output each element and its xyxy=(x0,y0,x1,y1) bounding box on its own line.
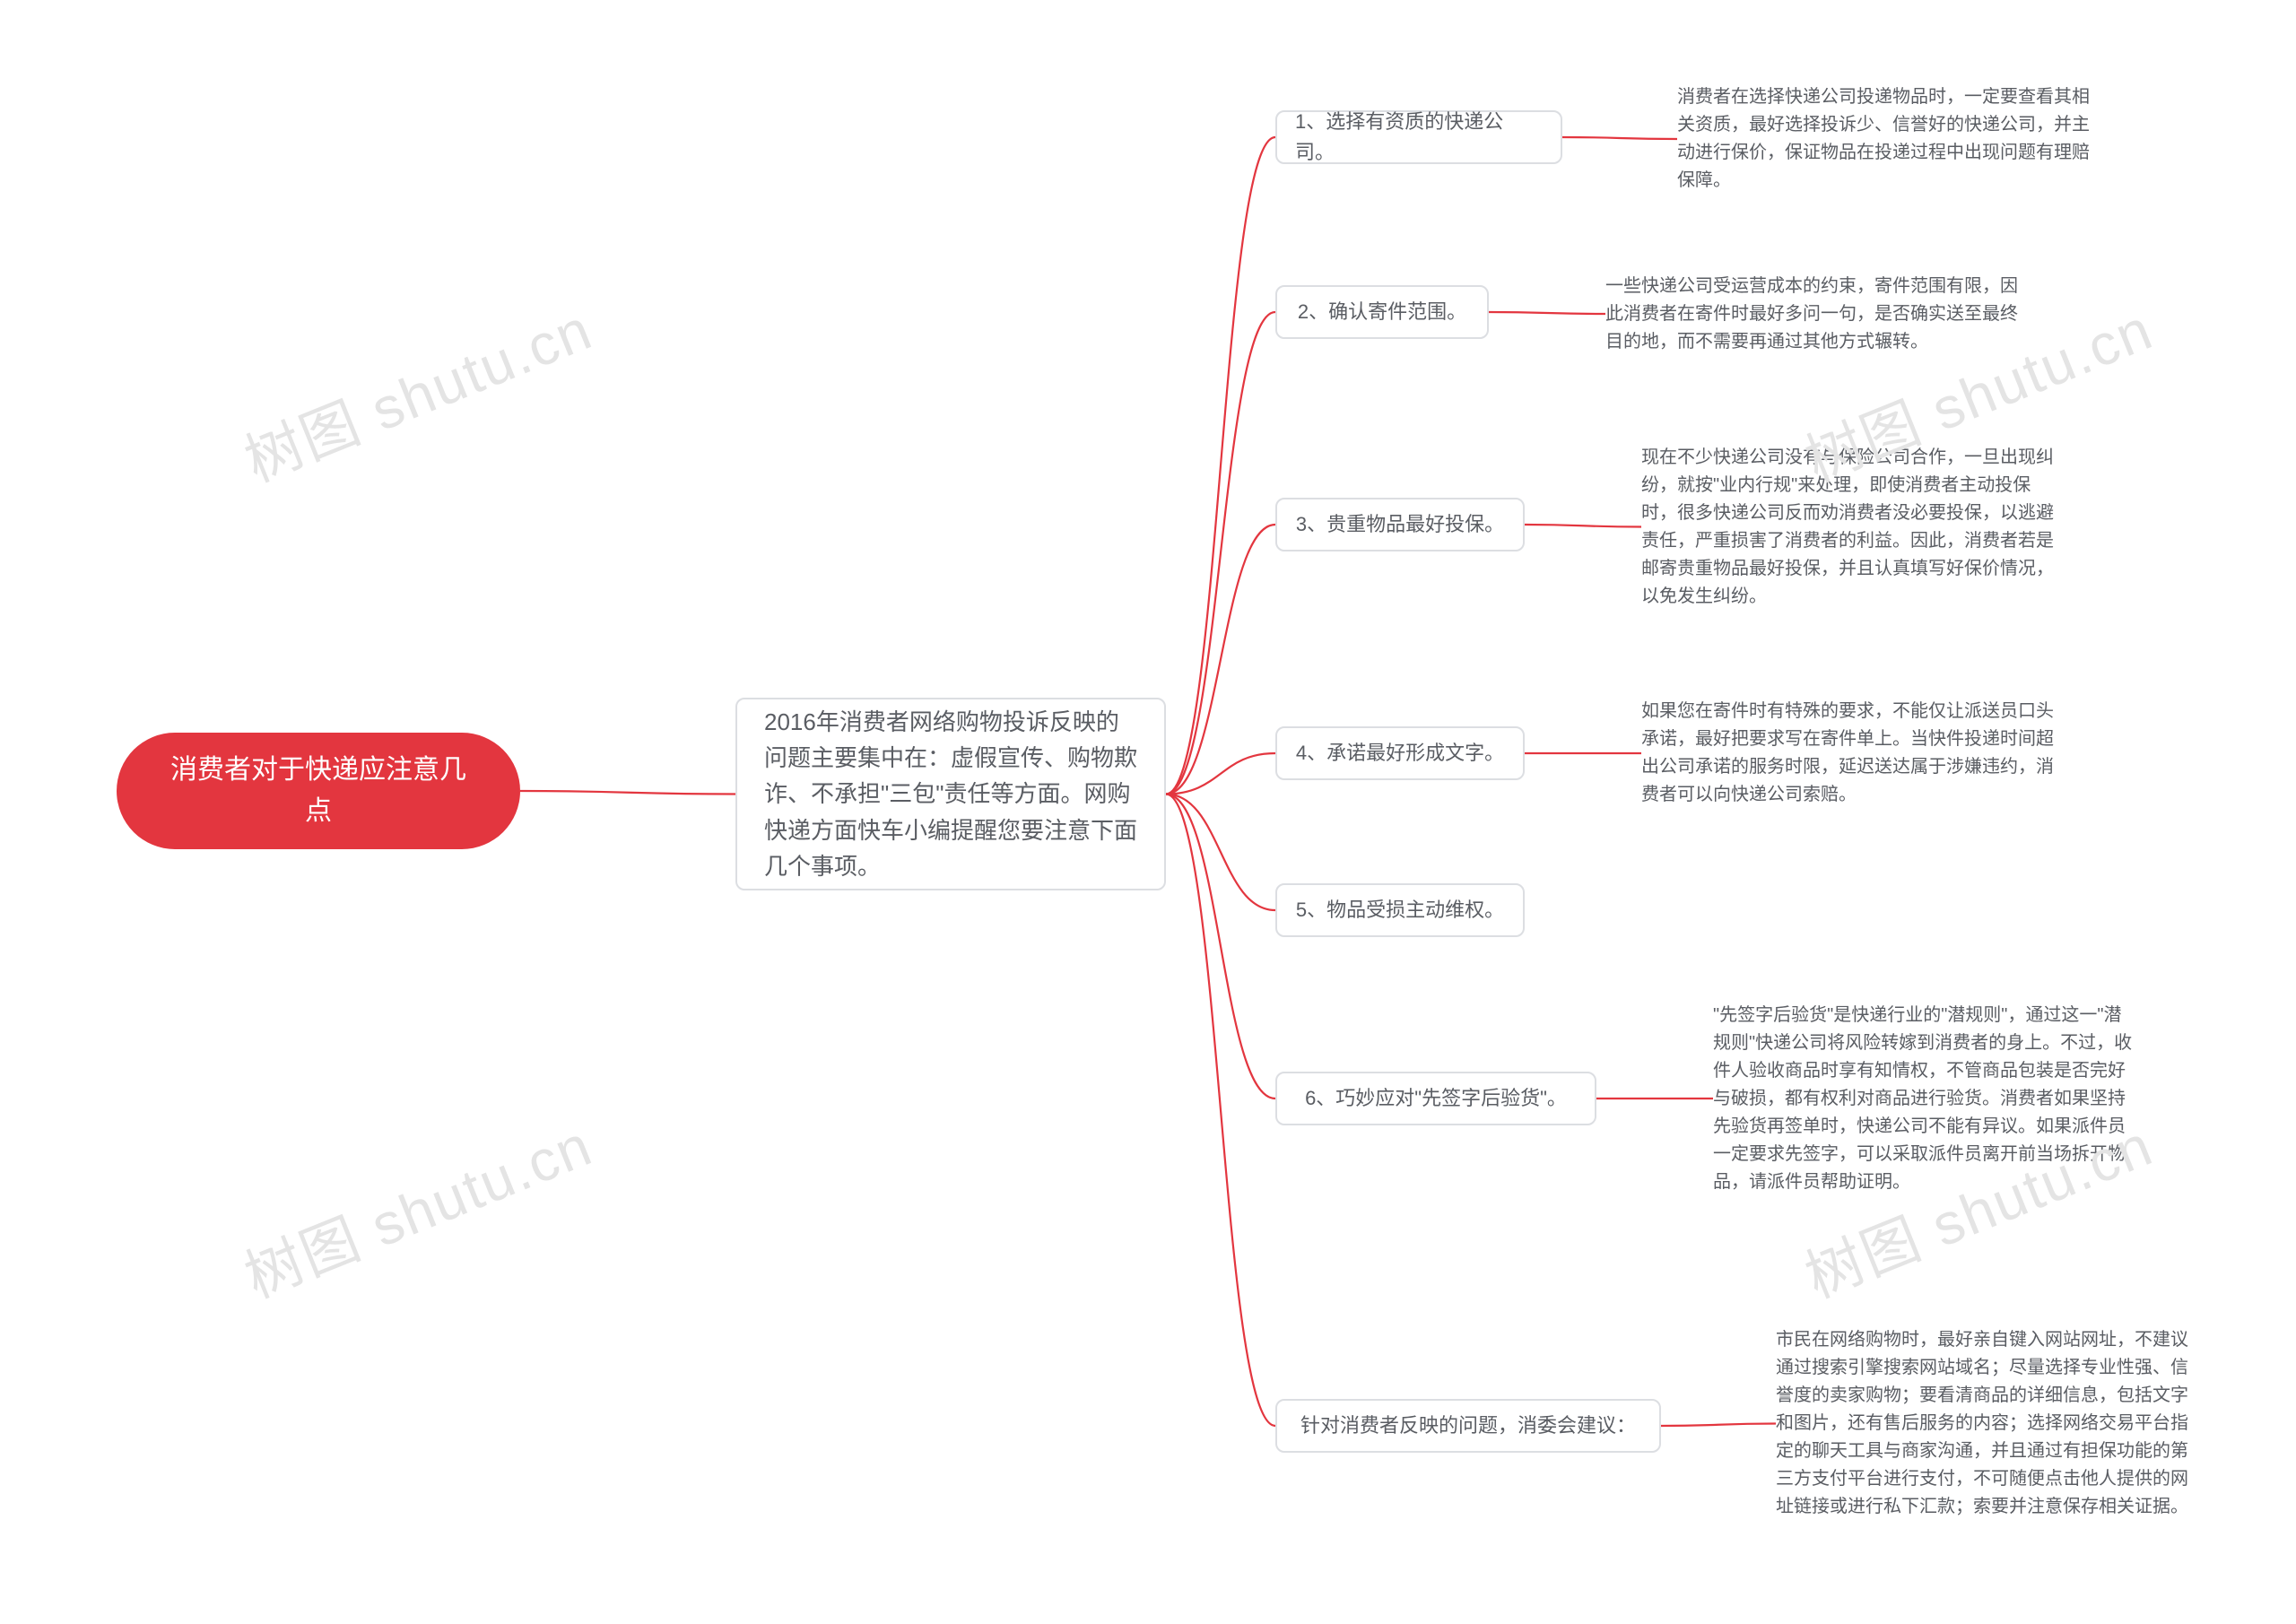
mindmap-detail-3: 现在不少快递公司没有与保险公司合作，一旦出现纠纷，就按"业内行规"来处理，即使消… xyxy=(1641,417,2063,637)
mindmap-detail-4: 如果您在寄件时有特殊的要求，不能仅让派送员口头承诺，最好把要求写在寄件单上。当快… xyxy=(1641,677,2063,829)
detail-text: 现在不少快递公司没有与保险公司合作，一旦出现纠纷，就按"业内行规"来处理，即使消… xyxy=(1641,444,2063,611)
mindmap-detail-7: 市民在网络购物时，最好亲自键入网站网址，不建议通过搜索引擎搜索网站域名；尽量选择… xyxy=(1776,1282,2197,1565)
watermark: 树图 shutu.cn xyxy=(231,284,603,499)
detail-text: 如果您在寄件时有特殊的要求，不能仅让派送员口头承诺，最好把要求写在寄件单上。当快… xyxy=(1641,698,2063,809)
mindmap-detail-6: "先签字后验货"是快递行业的"潜规则"，通过这一"潜规则"快递公司将风险转嫁到消… xyxy=(1713,973,2135,1224)
mindmap-branch-1[interactable]: 1、选择有资质的快递公司。 xyxy=(1275,110,1562,164)
mindmap-root[interactable]: 消费者对于快递应注意几点 xyxy=(117,733,520,849)
mindmap-detail-1: 消费者在选择快递公司投递物品时，一定要查看其相关资质，最好选择投诉少、信誉好的快… xyxy=(1677,72,2090,206)
branch-label: 5、物品受损主动维权。 xyxy=(1296,895,1504,925)
mindmap-branch-5[interactable]: 5、物品受损主动维权。 xyxy=(1275,883,1525,937)
branch-label: 3、贵重物品最好投保。 xyxy=(1296,509,1504,540)
mindmap-branch-7[interactable]: 针对消费者反映的问题，消委会建议： xyxy=(1275,1399,1661,1453)
mindmap-branch-3[interactable]: 3、贵重物品最好投保。 xyxy=(1275,498,1525,551)
mindmap-branch-6[interactable]: 6、巧妙应对"先签字后验货"。 xyxy=(1275,1072,1596,1125)
detail-text: "先签字后验货"是快递行业的"潜规则"，通过这一"潜规则"快递公司将风险转嫁到消… xyxy=(1713,1002,2135,1196)
branch-label: 1、选择有资质的快递公司。 xyxy=(1295,107,1543,168)
mindmap-branch-4[interactable]: 4、承诺最好形成文字。 xyxy=(1275,726,1525,780)
detail-text: 一些快递公司受运营成本的约束，寄件范围有限，因此消费者在寄件时最好多问一句，是否… xyxy=(1605,273,2027,356)
root-label: 消费者对于快递应注意几点 xyxy=(161,750,475,833)
mindmap-branch-2[interactable]: 2、确认寄件范围。 xyxy=(1275,285,1489,339)
detail-text: 消费者在选择快递公司投递物品时，一定要查看其相关资质，最好选择投诉少、信誉好的快… xyxy=(1677,83,2090,195)
mindmap-detail-2: 一些快递公司受运营成本的约束，寄件范围有限，因此消费者在寄件时最好多问一句，是否… xyxy=(1605,256,2027,372)
branch-label: 6、巧妙应对"先签字后验货"。 xyxy=(1305,1083,1567,1114)
mindmap-node-intro[interactable]: 2016年消费者网络购物投诉反映的问题主要集中在：虚假宣传、购物欺诈、不承担"三… xyxy=(735,698,1166,890)
intro-text: 2016年消费者网络购物投诉反映的问题主要集中在：虚假宣传、购物欺诈、不承担"三… xyxy=(764,704,1137,884)
detail-text: 市民在网络购物时，最好亲自键入网站网址，不建议通过搜索引擎搜索网站域名；尽量选择… xyxy=(1776,1326,2197,1521)
branch-label: 针对消费者反映的问题，消委会建议： xyxy=(1300,1411,1636,1441)
branch-label: 2、确认寄件范围。 xyxy=(1298,297,1466,327)
branch-label: 4、承诺最好形成文字。 xyxy=(1296,738,1504,769)
watermark: 树图 shutu.cn xyxy=(231,1100,603,1315)
